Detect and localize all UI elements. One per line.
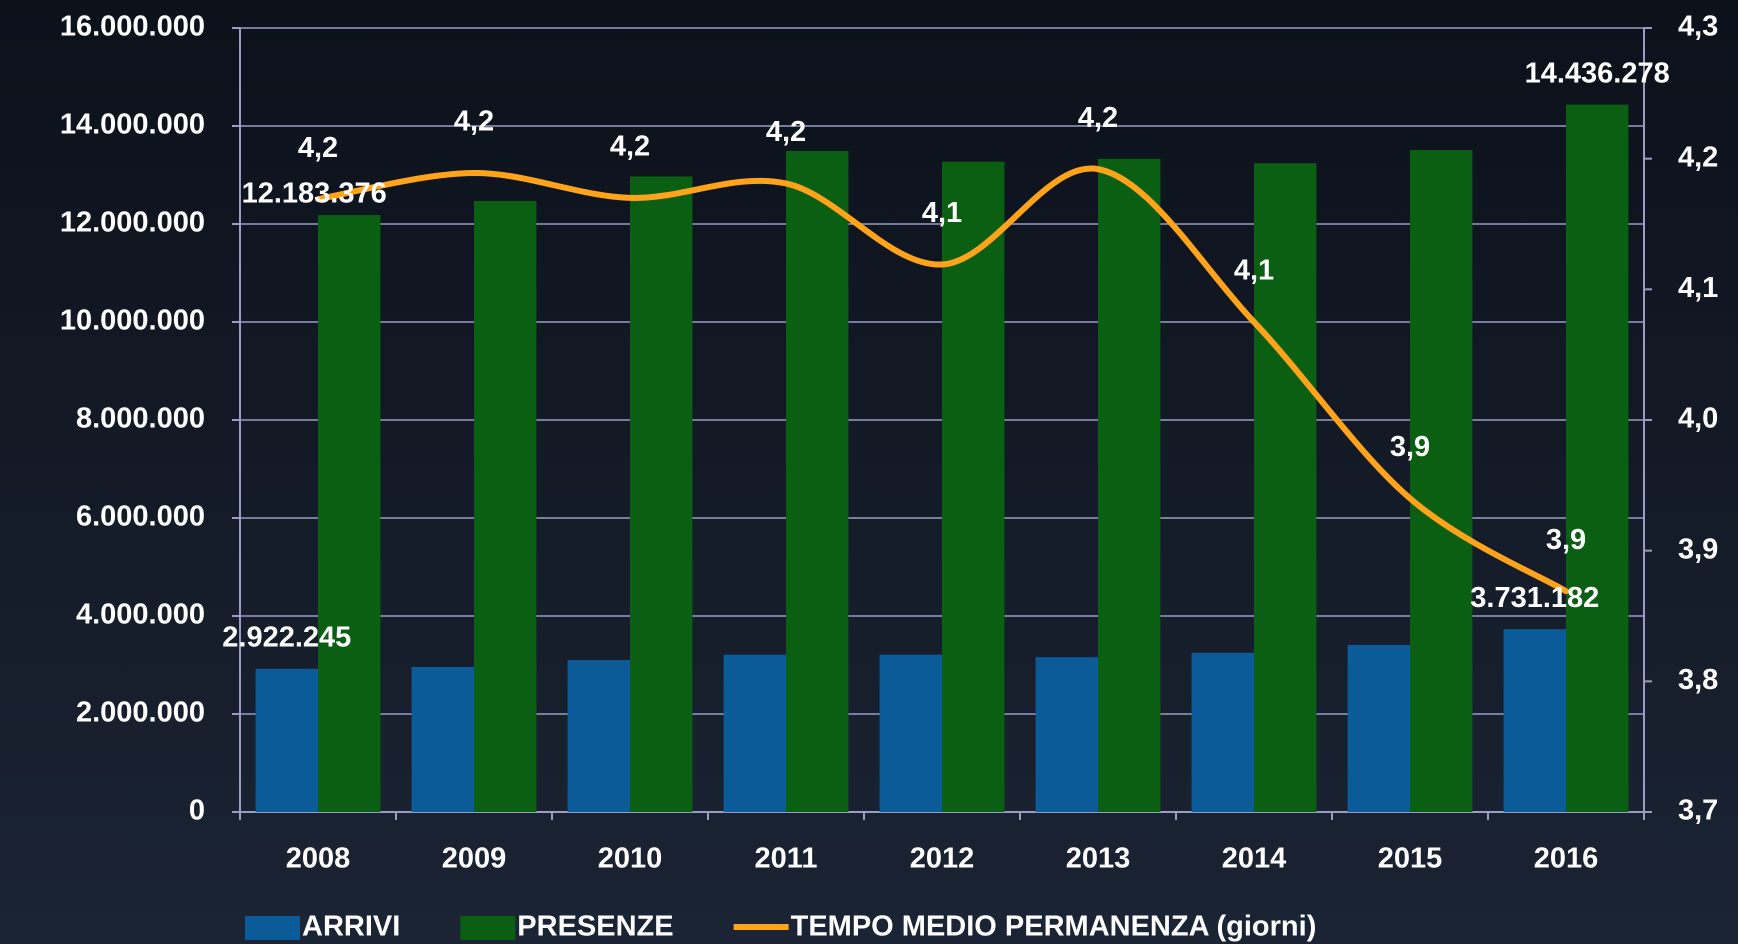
- bar: [411, 666, 474, 812]
- y2-tick-label: 4,0: [1678, 403, 1718, 435]
- data-label: 3.731.182: [1470, 582, 1599, 614]
- x-tick-label: 2015: [1378, 843, 1443, 875]
- bar: [630, 176, 693, 813]
- legend-label: ARRIVI: [302, 911, 400, 943]
- bar: [1347, 644, 1410, 812]
- y2-tick-label: 3,7: [1678, 795, 1718, 827]
- bar: [567, 660, 630, 812]
- data-label: 4,1: [1234, 255, 1274, 287]
- data-label: 3,9: [1546, 524, 1586, 556]
- data-label: 4,2: [1078, 102, 1118, 134]
- data-label: 3,9: [1390, 431, 1430, 463]
- y-tick-label: 4.000.000: [76, 599, 205, 631]
- y2-tick-label: 4,1: [1678, 272, 1718, 304]
- legend-swatch: [460, 916, 516, 940]
- x-tick-label: 2008: [286, 843, 351, 875]
- bar: [1410, 150, 1473, 812]
- legend-swatch: [245, 916, 300, 940]
- line: [315, 165, 1569, 595]
- y2-tick-label: 4,2: [1678, 141, 1718, 173]
- y-tick-label: 0: [189, 795, 205, 827]
- bar: [879, 654, 942, 812]
- bar: [942, 161, 1005, 812]
- x-tick-label: 2012: [910, 843, 975, 875]
- legend-label: PRESENZE: [517, 911, 673, 943]
- bar: [255, 668, 318, 812]
- y-tick-label: 10.000.000: [60, 305, 205, 337]
- bar: [474, 200, 537, 813]
- data-label: 4,1: [922, 197, 962, 229]
- y2-tick-label: 3,9: [1678, 533, 1718, 565]
- bar: [723, 654, 786, 812]
- x-tick-label: 2013: [1066, 843, 1131, 875]
- bar: [1566, 104, 1629, 812]
- bar: [1254, 163, 1317, 813]
- data-label: 14.436.278: [1525, 57, 1670, 89]
- data-label: 2.922.245: [222, 621, 351, 653]
- data-label: 4,2: [298, 132, 338, 164]
- legend-label: TEMPO MEDIO PERMANENZA (giorni): [791, 911, 1317, 943]
- bar: [786, 150, 849, 813]
- y-tick-label: 14.000.000: [60, 109, 205, 141]
- y-tick-label: 16.000.000: [60, 11, 205, 43]
- y-tick-label: 2.000.000: [76, 697, 205, 729]
- x-tick-label: 2010: [598, 843, 663, 875]
- data-label: 4,2: [766, 116, 806, 148]
- bar: [318, 215, 381, 812]
- bar: [1191, 652, 1254, 812]
- x-tick-label: 2009: [442, 843, 507, 875]
- bar: [1035, 657, 1098, 812]
- x-tick-label: 2011: [755, 843, 818, 875]
- x-tick-label: 2016: [1534, 843, 1599, 875]
- bar: [1098, 158, 1161, 812]
- data-label: 4,2: [454, 106, 494, 138]
- x-tick-label: 2014: [1222, 843, 1287, 875]
- y2-tick-label: 4,3: [1678, 11, 1718, 43]
- y-tick-label: 6.000.000: [76, 501, 205, 533]
- data-label: 4,2: [610, 131, 650, 163]
- y-tick-label: 12.000.000: [60, 207, 205, 239]
- y2-tick-label: 3,8: [1678, 664, 1718, 696]
- y-tick-label: 8.000.000: [76, 403, 205, 435]
- bar: [1503, 629, 1566, 812]
- data-label: 12.183.376: [242, 178, 387, 210]
